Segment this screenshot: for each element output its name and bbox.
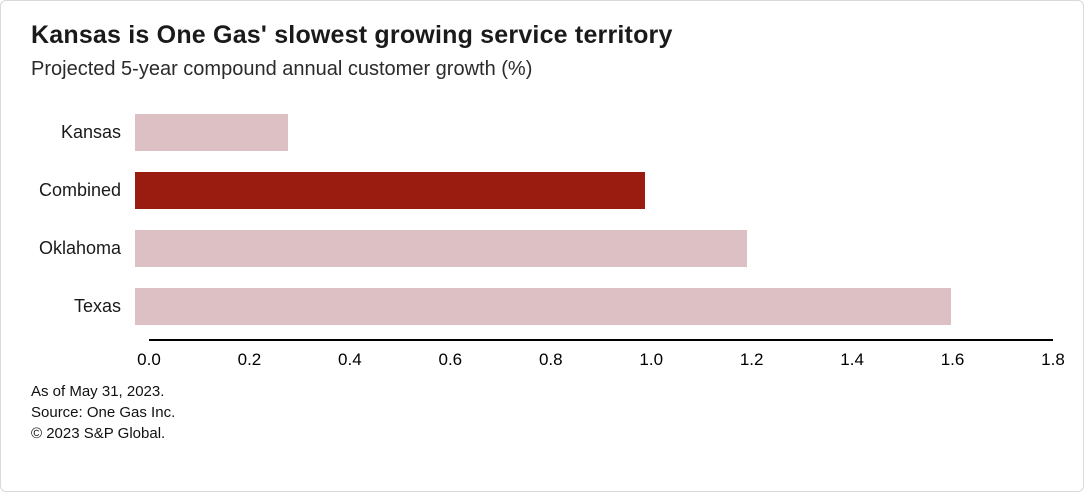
bar-track [135, 113, 1053, 151]
source-note: Source: One Gas Inc. [31, 404, 176, 421]
y-axis-label-combined: Combined [38, 179, 121, 200]
bar-texas [135, 287, 951, 325]
x-tick-label: 1.0 [639, 350, 664, 369]
bar-row: Combined [31, 161, 1053, 219]
bar-kansas [135, 113, 288, 151]
x-tick-label: 1.6 [940, 350, 965, 369]
y-axis-label-oklahoma: Oklahoma [38, 237, 121, 258]
x-tick-label: 1.8 [1041, 350, 1065, 369]
x-tick-label: 0.4 [338, 350, 362, 369]
bar-track [135, 229, 1053, 267]
y-axis-label-kansas: Kansas [60, 121, 121, 142]
x-tick-label: 0.0 [137, 350, 161, 369]
copyright-note: © 2023 S&P Global. [31, 425, 166, 442]
bar-track [135, 287, 1053, 325]
x-tick-label: 0.2 [237, 350, 262, 369]
bar-row: Kansas [31, 103, 1053, 161]
bar-rows: Kansas Combined Oklahoma Texas [31, 103, 1053, 335]
chart-footer: As of May 31, 2023. Source: One Gas Inc.… [31, 381, 1053, 444]
y-axis-label-texas: Texas [73, 295, 121, 316]
chart-header: Kansas is One Gas' slowest growing servi… [31, 21, 1053, 81]
bar-chart: Kansas Combined Oklahoma Texas 0.0 0.2 0.4 0.6… [31, 103, 1065, 373]
bar-row: Texas [31, 277, 1053, 335]
x-tick-label: 1.2 [739, 350, 764, 369]
bar-oklahoma [135, 229, 747, 267]
bar-combined [135, 171, 645, 209]
x-tick-label: 0.8 [538, 350, 563, 369]
bar-track [135, 171, 1053, 209]
axis-spacer [31, 339, 149, 373]
x-axis: 0.0 0.2 0.4 0.6 0.8 1.0 1.2 1.4 1.6 1.8 [137, 339, 1065, 373]
as-of-note: As of May 31, 2023. [31, 383, 165, 400]
x-axis-row: 0.0 0.2 0.4 0.6 0.8 1.0 1.2 1.4 1.6 1.8 [31, 339, 1065, 373]
chart-title: Kansas is One Gas' slowest growing servi… [31, 21, 673, 49]
x-tick-label: 0.6 [438, 350, 463, 369]
x-tick-label: 1.4 [840, 350, 864, 369]
chart-subtitle: Projected 5-year compound annual custome… [31, 58, 533, 80]
bar-row: Oklahoma [31, 219, 1053, 277]
